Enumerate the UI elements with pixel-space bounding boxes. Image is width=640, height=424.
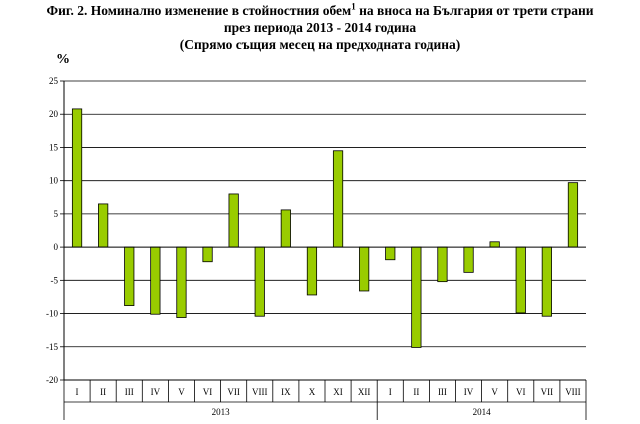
bar-10: [306, 246, 318, 296]
bar-15: [437, 246, 448, 283]
year-group-labels: 2013 2014: [212, 407, 492, 417]
title-footnote-mark: 1: [351, 1, 356, 12]
chart-title: Фиг. 2. Номинално изменение в стойностни…: [0, 2, 640, 53]
y-tick-label: 20: [49, 109, 59, 119]
y-tick-label: -15: [46, 342, 58, 352]
x-tick-label: IV: [151, 387, 161, 397]
x-tick-label: VIII: [252, 387, 268, 397]
bar-13: [385, 246, 396, 261]
bar-3: [124, 246, 135, 306]
bar-8: [254, 246, 265, 317]
x-tick-label: XII: [358, 387, 371, 397]
y-tick-label: 15: [49, 142, 59, 152]
y-tick-label: 5: [54, 209, 59, 219]
x-tick-label: III: [125, 387, 134, 397]
y-tick-label: -5: [51, 275, 59, 285]
x-tick-label: VI: [516, 387, 526, 397]
x-tick-label: IX: [281, 387, 291, 397]
year-label: 2014: [473, 407, 492, 417]
title-line-2: през периода 2013 - 2014 година: [223, 20, 417, 35]
x-tick-label: V: [491, 387, 498, 397]
year-label: 2013: [212, 407, 231, 417]
bar-19: [541, 246, 552, 317]
bar-6: [202, 246, 213, 263]
bar-1: [71, 108, 83, 248]
bar-11: [332, 150, 344, 248]
bar-5: [176, 246, 187, 318]
y-tick-label: -20: [46, 375, 58, 385]
bar-20: [567, 182, 579, 248]
x-tick-label: II: [100, 387, 106, 397]
x-tick-label: III: [438, 387, 447, 397]
y-tick-label: -10: [46, 309, 58, 319]
y-tick-label: 25: [49, 76, 59, 86]
gridlines: [64, 80, 586, 381]
title-line-1-main: Фиг. 2. Номинално изменение в стойностни…: [46, 3, 352, 18]
x-tick-label: XI: [333, 387, 343, 397]
x-tick-label: II: [413, 387, 419, 397]
x-tick-label: VIII: [565, 387, 581, 397]
y-tick-labels: 25 20 15 10 5 0 -5 -10 -15 -20: [46, 76, 59, 385]
x-tick-label: VI: [203, 387, 213, 397]
x-tick-label: IV: [464, 387, 474, 397]
x-tick-labels: I II III IV V VI VII VIII IX X XI XII I II III IV V VI VII…: [76, 387, 581, 397]
x-tick-label: I: [389, 387, 392, 397]
x-tick-label: VII: [227, 387, 240, 397]
bar-17: [489, 241, 500, 248]
bar-4: [150, 246, 161, 315]
x-tick-label: X: [309, 387, 316, 397]
title-line-1: Фиг. 2. Номинално изменение в стойностни…: [0, 2, 640, 19]
axes: [60, 80, 587, 420]
bar-12: [359, 246, 370, 292]
bar-18: [515, 246, 526, 314]
bar-9: [280, 209, 291, 248]
x-tick-label: I: [76, 387, 79, 397]
title-line-1-end: на вноса на България от трети страни: [355, 3, 594, 18]
bars: [71, 108, 579, 348]
y-tick-label: 0: [54, 242, 59, 252]
bar-16: [463, 246, 474, 273]
bar-14: [411, 246, 422, 348]
x-tick-label: VII: [541, 387, 554, 397]
bar-7: [228, 193, 239, 248]
bar-2: [98, 203, 109, 248]
y-axis-label: %: [56, 52, 70, 67]
x-tick-label: V: [178, 387, 185, 397]
title-line-3: (Спрямо същия месец на предходната годин…: [179, 37, 461, 52]
y-tick-label: 10: [49, 176, 59, 186]
